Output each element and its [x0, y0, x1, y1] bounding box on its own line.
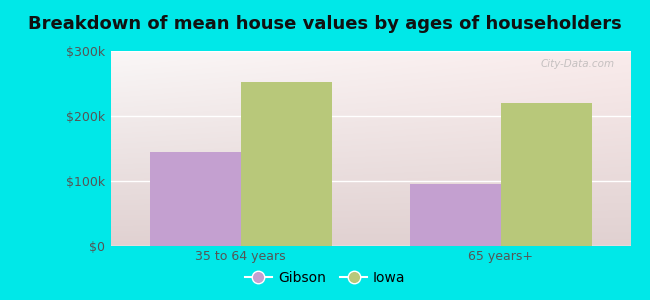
Text: City-Data.com: City-Data.com	[541, 59, 615, 69]
Bar	[150, 152, 240, 246]
Legend: Gibson, Iowa: Gibson, Iowa	[239, 265, 411, 290]
Bar	[410, 184, 500, 246]
Bar	[240, 82, 332, 246]
Text: Breakdown of mean house values by ages of householders: Breakdown of mean house values by ages o…	[28, 15, 622, 33]
Bar	[500, 103, 592, 246]
